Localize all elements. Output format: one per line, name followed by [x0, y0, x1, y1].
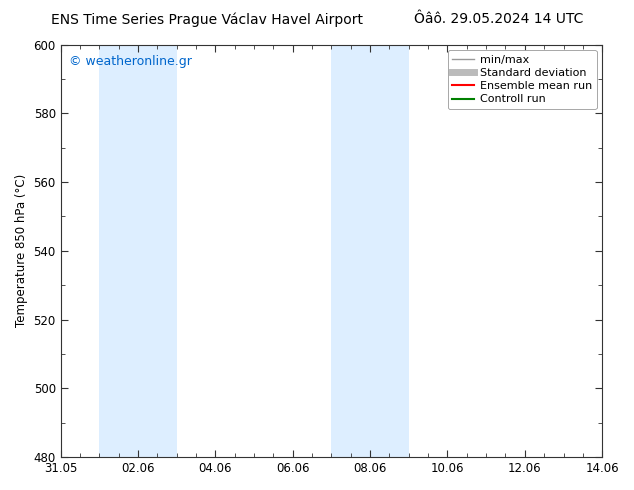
Text: © weatheronline.gr: © weatheronline.gr [69, 55, 191, 68]
Bar [100, 45, 177, 457]
Legend: min/max, Standard deviation, Ensemble mean run, Controll run: min/max, Standard deviation, Ensemble me… [448, 50, 597, 109]
Bar [332, 45, 409, 457]
Text: Ôâô. 29.05.2024 14 UTC: Ôâô. 29.05.2024 14 UTC [414, 12, 583, 26]
Text: ENS Time Series Prague Václav Havel Airport: ENS Time Series Prague Václav Havel Airp… [51, 12, 363, 27]
Y-axis label: Temperature 850 hPa (°C): Temperature 850 hPa (°C) [15, 174, 28, 327]
